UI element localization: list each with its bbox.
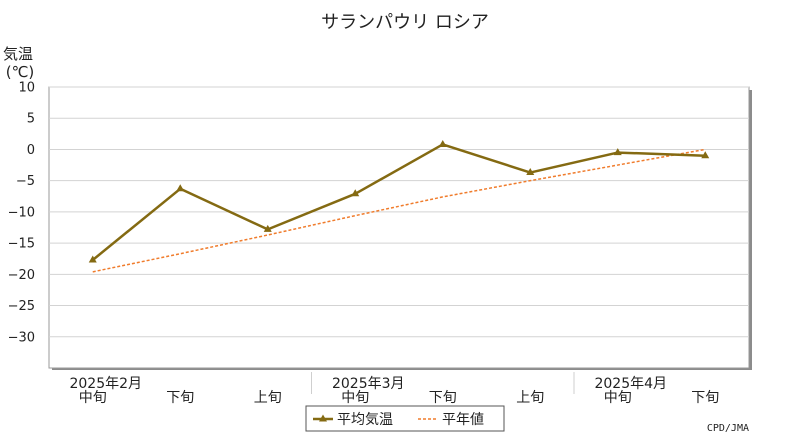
x-tick-label: 中旬 bbox=[604, 390, 632, 406]
x-tick-label: 中旬 bbox=[341, 390, 369, 406]
chart-title: サランパウリ ロシア bbox=[321, 12, 489, 33]
data-point-average bbox=[438, 139, 447, 147]
legend: 平均気温 平年値 bbox=[305, 405, 505, 432]
data-point-average bbox=[613, 148, 622, 156]
plot-area bbox=[48, 86, 750, 369]
x-tick-label: 中旬 bbox=[79, 390, 107, 406]
y-tick-label: 10 bbox=[18, 81, 35, 96]
data-point-average bbox=[526, 168, 535, 176]
x-tick-label: 下旬 bbox=[166, 390, 194, 406]
series-layer bbox=[88, 139, 710, 273]
legend-label-avg: 平均気温 bbox=[337, 412, 393, 428]
legend-box bbox=[305, 405, 505, 432]
y-tick-label: −25 bbox=[8, 299, 35, 314]
y-axis-label: 気温 bbox=[3, 45, 33, 63]
data-point-average bbox=[263, 224, 272, 232]
y-tick-labels: 10 5 0 −5 −10 −15 −20 −25 −30 bbox=[8, 81, 35, 346]
x-axis: 中旬 下旬 上旬 中旬 下旬 上旬 中旬 下旬 2025年2月 2025年3月 2025年4月 bbox=[69, 372, 719, 406]
y-tick-label: −20 bbox=[8, 268, 35, 283]
y-tick-label: 0 bbox=[27, 143, 35, 158]
month-label: 2025年2月 bbox=[69, 376, 142, 392]
series-line-normal bbox=[92, 148, 706, 273]
y-tick-label: −5 bbox=[16, 174, 35, 189]
series-line-average bbox=[91, 143, 706, 261]
y-tick-label: 5 bbox=[27, 112, 35, 127]
legend-label-normal: 平年値 bbox=[442, 412, 484, 428]
y-tick-label: −15 bbox=[8, 237, 35, 252]
data-point-average bbox=[701, 151, 710, 159]
credit-text: CPD/JMA bbox=[707, 423, 749, 434]
y-tick-label: −30 bbox=[8, 330, 35, 345]
data-point-average bbox=[351, 189, 360, 197]
x-tick-label: 上旬 bbox=[516, 390, 544, 406]
y-axis-unit: (℃) bbox=[6, 63, 35, 81]
month-label: 2025年3月 bbox=[332, 376, 405, 392]
legend-marker-avg bbox=[319, 414, 327, 422]
x-tick-label: 下旬 bbox=[691, 390, 719, 406]
gridlines bbox=[49, 86, 749, 338]
x-tick-label: 上旬 bbox=[254, 390, 282, 406]
data-point-average bbox=[88, 255, 97, 263]
data-point-average bbox=[176, 184, 185, 192]
x-tick-label: 下旬 bbox=[429, 390, 457, 406]
month-label: 2025年4月 bbox=[594, 376, 667, 392]
y-tick-label: −10 bbox=[8, 205, 35, 220]
